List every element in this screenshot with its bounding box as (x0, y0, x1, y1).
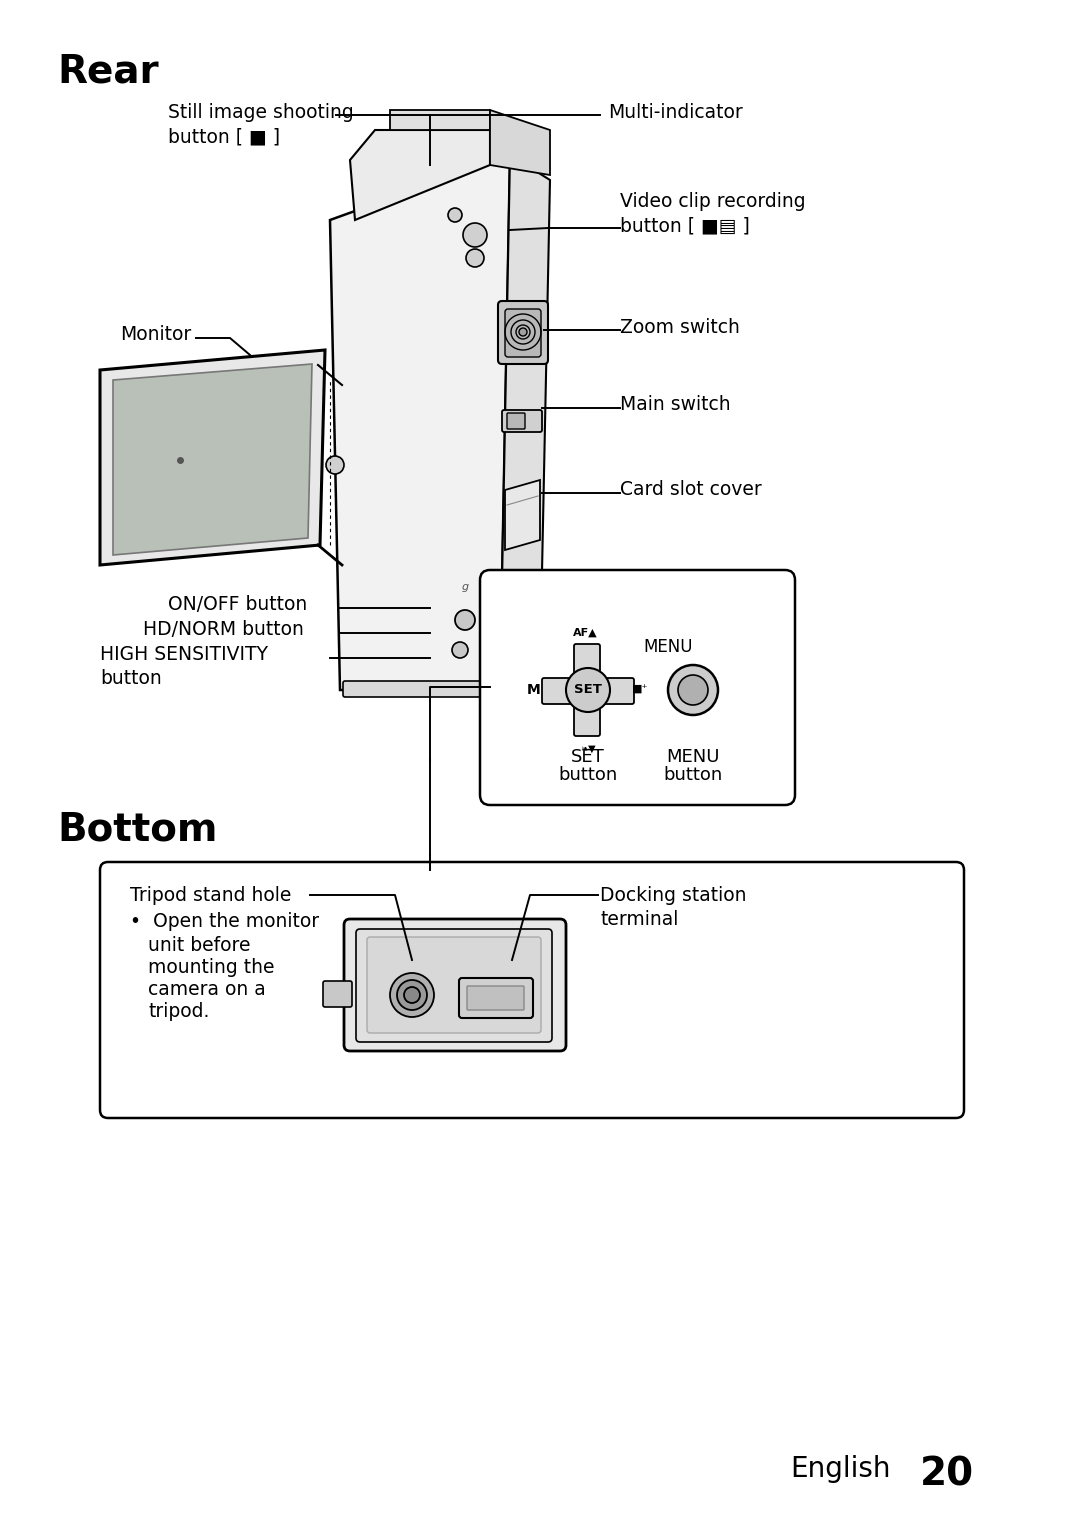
Text: unit before: unit before (148, 935, 251, 955)
Polygon shape (490, 110, 550, 175)
Circle shape (397, 980, 427, 1010)
Text: Docking station: Docking station (600, 887, 746, 905)
Circle shape (678, 674, 708, 705)
Circle shape (448, 208, 462, 221)
FancyBboxPatch shape (100, 862, 964, 1119)
FancyBboxPatch shape (502, 410, 542, 432)
Text: terminal: terminal (600, 909, 678, 929)
FancyBboxPatch shape (345, 919, 566, 1051)
Text: Rear: Rear (57, 52, 159, 90)
Text: button: button (558, 766, 618, 784)
Text: HD/NORM button: HD/NORM button (143, 620, 303, 639)
FancyBboxPatch shape (507, 414, 525, 429)
FancyBboxPatch shape (505, 308, 541, 357)
Polygon shape (350, 130, 490, 220)
Circle shape (453, 642, 468, 658)
Text: button: button (100, 668, 162, 688)
Text: Video clip recording: Video clip recording (620, 192, 806, 211)
Text: MENU: MENU (666, 748, 719, 766)
FancyBboxPatch shape (459, 978, 534, 1018)
Polygon shape (505, 481, 540, 549)
Text: button [ ■▤ ]: button [ ■▤ ] (620, 217, 750, 235)
Text: Zoom switch: Zoom switch (620, 317, 740, 337)
FancyBboxPatch shape (367, 937, 541, 1033)
FancyBboxPatch shape (498, 301, 548, 365)
Circle shape (669, 665, 718, 716)
Text: ❧▼: ❧▼ (580, 745, 596, 754)
Circle shape (463, 223, 487, 247)
Circle shape (404, 987, 420, 1003)
Circle shape (326, 456, 345, 475)
FancyBboxPatch shape (467, 986, 524, 1010)
Text: AF▲: AF▲ (572, 629, 597, 638)
Text: button: button (663, 766, 723, 784)
Text: 20: 20 (920, 1454, 974, 1492)
Polygon shape (390, 110, 490, 130)
Text: English: English (789, 1454, 891, 1483)
FancyBboxPatch shape (480, 571, 795, 806)
FancyBboxPatch shape (573, 644, 600, 736)
Text: button [ ■ ]: button [ ■ ] (168, 127, 280, 146)
FancyBboxPatch shape (343, 681, 497, 697)
Polygon shape (100, 349, 325, 565)
FancyBboxPatch shape (356, 929, 552, 1042)
Text: M: M (527, 684, 541, 697)
Text: Bottom: Bottom (57, 810, 217, 848)
Text: ON/OFF button: ON/OFF button (168, 595, 307, 613)
Text: Monitor: Monitor (120, 325, 191, 343)
Circle shape (465, 249, 484, 267)
Circle shape (390, 974, 434, 1016)
Text: HIGH SENSITIVITY: HIGH SENSITIVITY (100, 645, 268, 664)
Polygon shape (330, 156, 510, 690)
Text: Multi-indicator: Multi-indicator (608, 102, 743, 122)
Text: SET: SET (575, 682, 602, 696)
Text: •  Open the monitor: • Open the monitor (130, 913, 319, 931)
Text: MENU: MENU (643, 638, 692, 656)
Text: Still image shooting: Still image shooting (168, 102, 354, 122)
Text: SET: SET (571, 748, 605, 766)
Text: Main switch: Main switch (620, 395, 731, 414)
Text: Tripod stand hole: Tripod stand hole (130, 887, 292, 905)
Text: Card slot cover: Card slot cover (620, 481, 761, 499)
Text: mounting the: mounting the (148, 958, 274, 977)
FancyBboxPatch shape (542, 678, 634, 703)
Polygon shape (500, 156, 550, 690)
Text: camera on a: camera on a (148, 980, 266, 1000)
Text: g: g (461, 581, 469, 592)
Text: tripod.: tripod. (148, 1003, 210, 1021)
Circle shape (519, 328, 527, 336)
Circle shape (455, 610, 475, 630)
Text: ■⁺: ■⁺ (632, 685, 648, 694)
FancyBboxPatch shape (323, 981, 352, 1007)
Circle shape (566, 668, 610, 713)
Polygon shape (113, 365, 312, 555)
